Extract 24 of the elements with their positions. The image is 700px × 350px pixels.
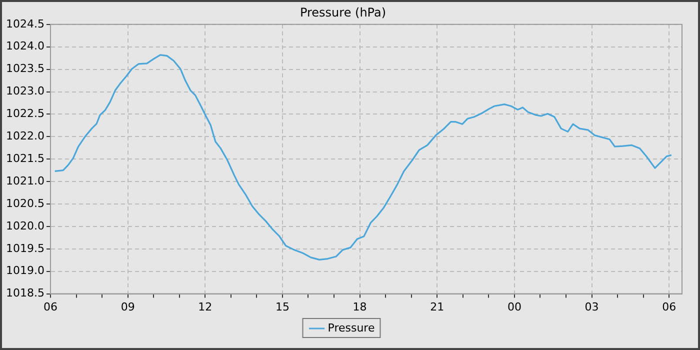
- y-tick-label: 1019.0: [6, 264, 44, 278]
- x-tick-label: 09: [120, 300, 135, 314]
- x-tick-label: 21: [430, 300, 444, 314]
- x-tick-label: 00: [507, 300, 522, 314]
- y-tick-label: 1020.5: [6, 196, 44, 210]
- y-tick-label: 1019.5: [6, 242, 44, 255]
- y-tick-label: 1023.0: [6, 84, 44, 98]
- y-tick-label: 1018.5: [6, 286, 44, 300]
- x-tick-label: 12: [198, 300, 212, 314]
- x-tick-label: 06: [662, 300, 676, 314]
- y-tick-label: 1021.5: [6, 152, 44, 165]
- legend-label: Pressure: [328, 321, 375, 334]
- chart-title: Pressure (hPa): [300, 5, 386, 20]
- y-tick-label: 1022.5: [6, 107, 44, 120]
- y-tick-label: 1024.5: [6, 17, 44, 30]
- y-tick-label: 1022.0: [6, 130, 44, 143]
- y-tick-label: 1023.5: [6, 62, 44, 76]
- x-tick-label: 18: [352, 300, 367, 314]
- y-tick-label: 1021.0: [6, 174, 44, 188]
- y-tick-label: 1024.0: [6, 40, 44, 53]
- x-tick-label: 06: [43, 300, 58, 314]
- x-tick-label: 03: [584, 300, 599, 314]
- x-tick-label: 15: [275, 300, 290, 314]
- y-tick-label: 1020.0: [6, 219, 44, 232]
